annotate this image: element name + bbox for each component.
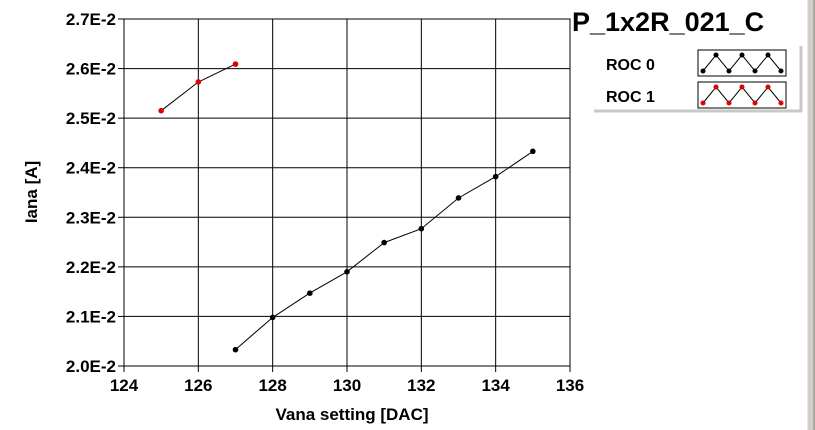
legend-swatch-marker bbox=[700, 100, 706, 106]
legend-swatch-roc1 bbox=[697, 81, 787, 109]
data-point bbox=[492, 173, 499, 180]
data-point bbox=[530, 148, 536, 155]
data-point bbox=[344, 269, 350, 275]
data-point bbox=[195, 79, 202, 85]
data-point bbox=[418, 225, 425, 232]
legend-swatch-marker bbox=[726, 100, 732, 106]
legend-swatch-marker bbox=[700, 68, 706, 74]
data-point bbox=[269, 314, 276, 321]
x-axis-ticks: 124 126 128 130 132 134 136 bbox=[110, 366, 584, 395]
legend-swatch-marker bbox=[713, 52, 719, 58]
legend-swatch-marker bbox=[765, 84, 771, 90]
legend-swatch-marker bbox=[713, 84, 719, 90]
legend-label-roc1: ROC 1 bbox=[606, 89, 655, 106]
chart-title: P_1x2R_021_C bbox=[572, 7, 764, 37]
legend-swatch-marker bbox=[752, 68, 758, 74]
x-tick-label: 130 bbox=[333, 376, 361, 395]
y-tick-label: 2.1E-2 bbox=[66, 307, 116, 326]
plot-area bbox=[123, 18, 571, 367]
window-right-edge bbox=[806, 0, 815, 430]
legend-label-roc0: ROC 0 bbox=[606, 57, 655, 74]
x-axis-title: Vana setting [DAC] bbox=[275, 405, 428, 424]
series-layer bbox=[158, 61, 536, 353]
y-axis-ticks: 2.0E-2 2.1E-2 2.2E-2 2.3E-2 2.4E-2 2.5E-2 2.6E… bbox=[66, 10, 124, 376]
x-tick-label: 124 bbox=[110, 376, 139, 395]
data-point bbox=[232, 61, 239, 67]
x-tick-label: 128 bbox=[258, 376, 286, 395]
legend-swatch-marker bbox=[778, 100, 784, 106]
x-tick-label: 126 bbox=[184, 376, 212, 395]
legend-swatch-marker bbox=[726, 68, 732, 74]
legend-swatch-marker bbox=[739, 84, 745, 90]
data-point bbox=[232, 346, 239, 353]
data-point bbox=[158, 107, 164, 114]
legend-swatch-marker bbox=[752, 100, 758, 106]
y-tick-label: 2.6E-2 bbox=[66, 60, 116, 79]
y-tick-label: 2.7E-2 bbox=[66, 10, 116, 29]
y-tick-label: 2.5E-2 bbox=[66, 109, 116, 128]
data-point bbox=[455, 195, 462, 201]
legend: ROC 0 ROC 1 bbox=[594, 46, 803, 113]
series-roc-1 bbox=[158, 61, 239, 114]
y-axis-title: Iana [A] bbox=[22, 161, 41, 223]
x-tick-label: 136 bbox=[556, 376, 584, 395]
x-tick-label: 134 bbox=[481, 376, 510, 395]
y-tick-label: 2.4E-2 bbox=[66, 159, 116, 178]
series-roc-0 bbox=[232, 148, 536, 353]
y-tick-label: 2.0E-2 bbox=[66, 357, 116, 376]
data-point bbox=[381, 239, 387, 246]
legend-swatch-marker bbox=[739, 52, 745, 58]
legend-swatch-marker bbox=[778, 68, 784, 74]
legend-swatch-roc0 bbox=[697, 49, 787, 77]
data-point bbox=[307, 290, 313, 296]
y-tick-label: 2.3E-2 bbox=[66, 208, 116, 227]
legend-swatch-marker bbox=[765, 52, 771, 58]
x-tick-label: 132 bbox=[407, 376, 435, 395]
y-tick-label: 2.2E-2 bbox=[66, 258, 116, 277]
